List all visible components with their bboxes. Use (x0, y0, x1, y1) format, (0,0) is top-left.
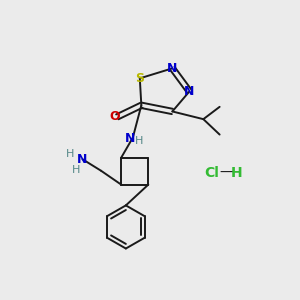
Text: Cl: Cl (204, 166, 219, 180)
Text: N: N (124, 132, 135, 145)
Text: S: S (135, 72, 144, 85)
Text: N: N (77, 153, 88, 166)
Text: H: H (231, 166, 242, 180)
Text: H: H (135, 136, 143, 146)
Text: H: H (72, 165, 80, 175)
Text: O: O (110, 110, 120, 123)
Text: N: N (184, 85, 195, 98)
Text: N: N (167, 62, 178, 75)
Text: —: — (220, 166, 233, 180)
Text: H: H (66, 149, 74, 159)
